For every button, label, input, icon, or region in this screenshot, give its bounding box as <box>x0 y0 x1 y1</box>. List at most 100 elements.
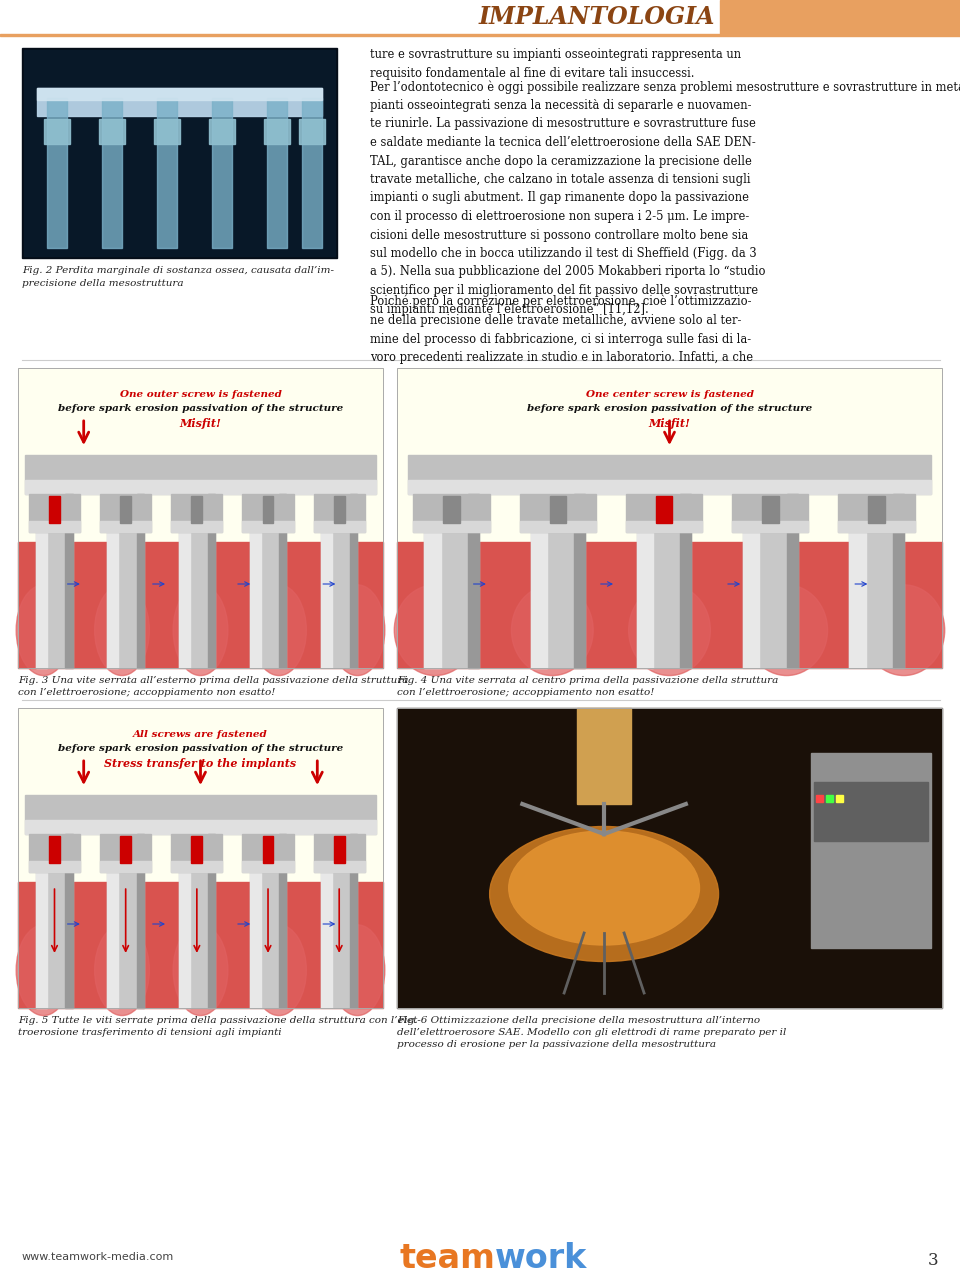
Ellipse shape <box>252 925 306 1015</box>
Bar <box>681 494 691 668</box>
Bar <box>334 496 345 522</box>
Bar <box>279 834 286 1008</box>
Bar <box>850 494 866 668</box>
Bar <box>243 834 294 873</box>
Bar <box>100 834 152 873</box>
Bar <box>574 494 585 668</box>
Bar <box>29 494 80 533</box>
Bar <box>36 494 73 668</box>
Bar <box>314 494 365 533</box>
Bar <box>279 494 286 668</box>
Bar <box>25 820 375 834</box>
Bar <box>262 836 274 862</box>
Bar <box>24 50 335 256</box>
Bar <box>636 494 653 668</box>
Bar <box>37 88 322 99</box>
Text: Fig. 2 Perdita marginale di sostanza ossea, causata dall’im-
precisione della me: Fig. 2 Perdita marginale di sostanza oss… <box>22 266 334 288</box>
Bar <box>408 480 931 494</box>
Text: before spark erosion passivation of the structure: before spark erosion passivation of the … <box>527 404 812 413</box>
Bar <box>18 368 383 668</box>
Bar <box>18 882 383 1008</box>
Text: One center screw is fastened: One center screw is fastened <box>586 390 754 399</box>
Bar <box>25 795 375 834</box>
Text: Misfit!: Misfit! <box>180 418 222 429</box>
Bar <box>179 834 189 1008</box>
Bar <box>350 834 357 1008</box>
Bar <box>732 494 808 533</box>
Bar <box>444 496 460 522</box>
Text: Fig. 4 Una vite serrata al centro prima della passivazione della struttura
con l: Fig. 4 Una vite serrata al centro prima … <box>397 676 779 697</box>
Ellipse shape <box>330 585 385 675</box>
Bar <box>171 834 223 873</box>
Bar <box>191 836 203 862</box>
Bar <box>44 118 70 144</box>
Bar <box>100 861 152 873</box>
Bar <box>893 494 904 668</box>
Bar <box>207 494 215 668</box>
Bar <box>65 834 73 1008</box>
Ellipse shape <box>509 831 700 945</box>
Bar <box>36 834 73 1008</box>
Bar <box>869 496 885 522</box>
Ellipse shape <box>16 585 71 675</box>
Bar <box>264 118 290 144</box>
Bar <box>838 494 915 533</box>
Ellipse shape <box>16 925 71 1015</box>
Bar <box>424 494 441 668</box>
Bar <box>29 521 80 533</box>
Ellipse shape <box>490 827 718 962</box>
Bar <box>762 496 779 522</box>
Bar <box>250 494 261 668</box>
Bar <box>25 455 375 494</box>
Text: before spark erosion passivation of the structure: before spark erosion passivation of the … <box>58 404 343 413</box>
Bar <box>29 834 80 873</box>
Bar <box>626 521 702 533</box>
Bar <box>836 795 843 801</box>
Bar <box>314 861 365 873</box>
Ellipse shape <box>252 585 306 675</box>
Bar <box>549 496 566 522</box>
Bar <box>120 836 132 862</box>
Bar <box>37 88 322 116</box>
Bar <box>321 494 357 668</box>
Bar <box>814 782 928 841</box>
Text: Fig. 6 Ottimizzazione della precisione della mesostruttura all’interno
dell’elet: Fig. 6 Ottimizzazione della precisione d… <box>397 1015 786 1049</box>
Bar <box>626 494 702 533</box>
Bar <box>102 98 122 248</box>
Bar <box>786 494 798 668</box>
Bar <box>720 0 960 34</box>
Text: Poiché però la correzione per elettroerosione, cioè l’ottimizzazio-
ne della pre: Poiché però la correzione per elettroero… <box>370 296 754 364</box>
Bar <box>250 834 286 1008</box>
Ellipse shape <box>629 585 710 675</box>
Text: ture e sovrastrutture su impianti osseointegrati rappresenta un
requisito fondam: ture e sovrastrutture su impianti osseoi… <box>370 48 741 79</box>
Bar <box>171 861 223 873</box>
Bar <box>136 494 144 668</box>
Text: Per l’odontotecnico è oggi possibile realizzare senza problemi mesostrutture e s: Per l’odontotecnico è oggi possibile rea… <box>370 80 960 316</box>
Ellipse shape <box>173 925 228 1015</box>
Bar <box>36 494 47 668</box>
Bar <box>656 496 672 522</box>
Bar <box>99 118 125 144</box>
Text: One outer screw is fastened: One outer screw is fastened <box>120 390 281 399</box>
Ellipse shape <box>330 925 385 1015</box>
Ellipse shape <box>746 585 828 675</box>
Bar <box>816 795 824 801</box>
Bar <box>18 541 383 668</box>
Bar <box>397 368 942 668</box>
Bar <box>120 496 132 522</box>
Bar <box>154 118 180 144</box>
Text: Fig. 5 Tutte le viti serrate prima della passivazione della struttura con l’elet: Fig. 5 Tutte le viti serrate prima della… <box>18 1015 420 1037</box>
Bar <box>250 494 286 668</box>
Bar <box>49 836 60 862</box>
Bar <box>136 834 144 1008</box>
Bar <box>29 861 80 873</box>
Bar <box>314 834 365 873</box>
Bar <box>838 521 915 533</box>
Text: All screws are fastened: All screws are fastened <box>133 730 268 739</box>
Bar <box>49 496 60 522</box>
Bar <box>321 834 357 1008</box>
Bar <box>243 494 294 533</box>
Bar <box>732 521 808 533</box>
Bar <box>171 521 223 533</box>
Text: Fig. 3 Una vite serrata all’esterno prima della passivazione della struttura
con: Fig. 3 Una vite serrata all’esterno prim… <box>18 676 408 697</box>
